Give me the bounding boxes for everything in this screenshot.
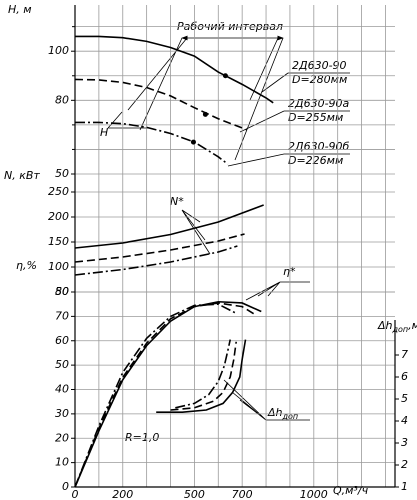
- pump-leader: [227, 72, 350, 167]
- curve: [75, 121, 229, 165]
- y-tick-label: 40: [55, 383, 69, 396]
- y2-tick-label: 7: [401, 348, 408, 361]
- y-tick-label: 20: [55, 431, 69, 444]
- y-tick-label: 250: [48, 185, 69, 198]
- r-label: R=1,0: [125, 431, 159, 444]
- pump-label: 2Д630-90: [292, 59, 347, 72]
- y-tick-label: 200: [48, 210, 69, 223]
- curve: [156, 339, 247, 413]
- h-axis-title: H, м: [8, 3, 32, 16]
- y2-tick-label: 2: [401, 458, 408, 471]
- h-leader: [107, 111, 150, 129]
- h-label: H: [100, 126, 108, 139]
- duty-point: [190, 139, 196, 145]
- y2-tick-label: 4: [401, 414, 408, 427]
- pump-diameter: D=280мм: [292, 73, 347, 86]
- n-axis-title: N, кВт: [4, 169, 40, 182]
- y-tick-label: 100: [48, 44, 69, 57]
- y2-tick-label: 1: [401, 480, 408, 493]
- dh-label: Δhдоп: [267, 406, 298, 421]
- y-tick-label: 70: [55, 309, 69, 322]
- curve: [74, 303, 238, 488]
- y-tick-label: 50: [55, 285, 69, 298]
- pump-diameter: D=226мм: [288, 154, 343, 167]
- curve: [74, 302, 255, 488]
- y2-tick-label: 6: [401, 370, 408, 383]
- x-tick-label: 1000: [300, 488, 328, 500]
- y-tick-label: 0: [62, 480, 69, 493]
- pump-label: 2Д630-90а: [288, 97, 350, 110]
- x-tick-label: 200: [112, 488, 133, 500]
- x-tick-label: 500: [184, 488, 205, 500]
- y-tick-label: 60: [55, 334, 69, 347]
- curve: [74, 300, 262, 488]
- curve: [74, 233, 245, 263]
- pump-diameter: D=255мм: [288, 111, 343, 124]
- eta-label: η*: [283, 265, 296, 278]
- n-label: N*: [170, 195, 184, 208]
- y-tick-label: 50: [55, 358, 69, 371]
- y-tick-label: 10: [55, 456, 69, 469]
- duty-point: [202, 111, 208, 117]
- eta-leader: [245, 281, 310, 301]
- y-tick-label: 80: [55, 93, 69, 106]
- curve: [74, 245, 238, 276]
- curve: [75, 35, 274, 104]
- y-tick-label: 80: [55, 285, 69, 298]
- interval-leader: [127, 37, 284, 161]
- duty-point: [222, 73, 228, 79]
- eta-axis-title: η,%: [16, 259, 37, 272]
- x-tick-label: 0: [72, 488, 79, 500]
- x-axis-title: Q,м³/ч: [333, 484, 369, 497]
- y2-tick-label: 5: [401, 392, 408, 405]
- y-tick-label: 100: [48, 260, 69, 273]
- y-tick-label: 50: [55, 167, 69, 180]
- y2-tick-label: 3: [401, 436, 408, 449]
- curve: [74, 204, 264, 249]
- y-tick-label: 30: [55, 407, 69, 420]
- y-tick-label: 150: [48, 235, 69, 248]
- pump-label: 2Д630-90б: [288, 140, 350, 153]
- dh-leader: [223, 379, 310, 421]
- curve: [175, 339, 232, 409]
- dh-axis-title: Δhдоп,м: [377, 319, 417, 334]
- x-tick-label: 700: [232, 488, 253, 500]
- curve: [74, 78, 248, 131]
